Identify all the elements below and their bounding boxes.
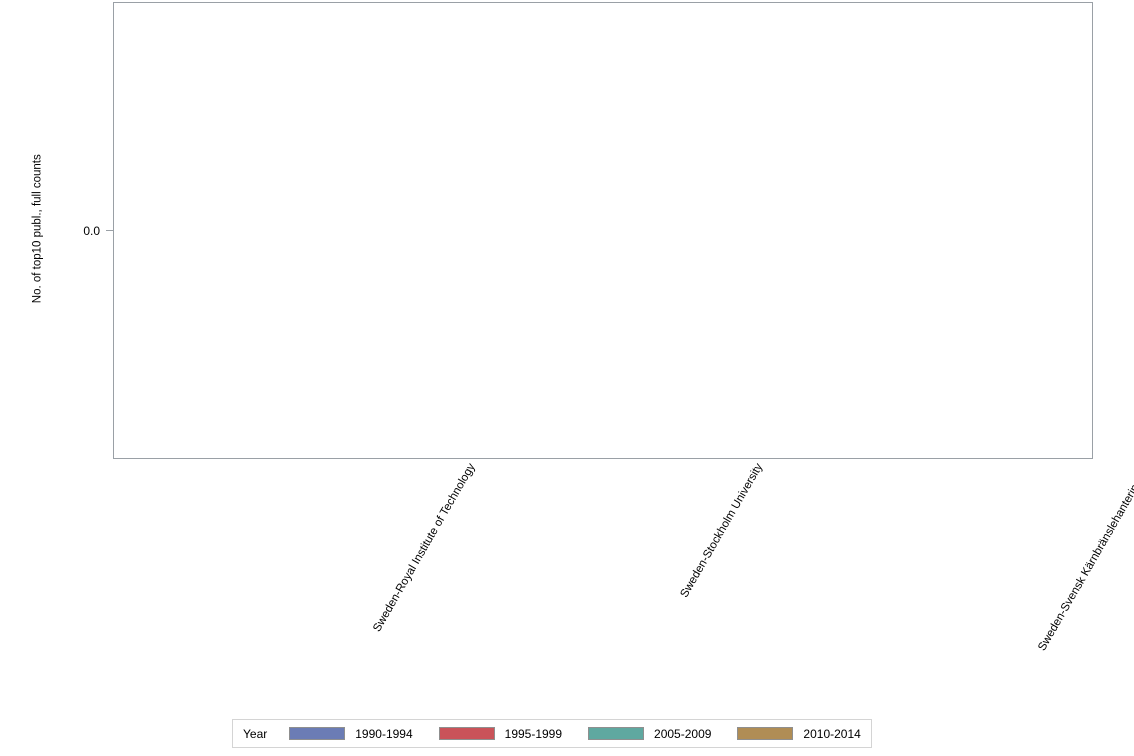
legend-entry-label: 1990-1994 (355, 726, 413, 741)
chart-legend: Year 1990-1994 1995-1999 2005-2009 2010-201… (232, 719, 872, 748)
bar-group (114, 3, 441, 458)
legend-entry-label: 2005-2009 (654, 726, 712, 741)
legend-color-swatch (588, 727, 645, 740)
plot-area (113, 2, 1093, 459)
plot-inner (114, 3, 1092, 458)
legend-title: Year (243, 726, 268, 741)
y-axis-tick-mark (106, 229, 113, 231)
x-axis-tick-label: Sweden-Stockholm University (678, 461, 766, 600)
bar-group (767, 3, 1092, 458)
legend-entry[interactable]: 2010-2014 (737, 726, 861, 741)
legend-entry[interactable]: 1995-1999 (438, 726, 563, 741)
y-axis-tick-label: 0.0 (83, 223, 100, 238)
legend-entry-label: 1995-1999 (504, 726, 563, 741)
legend-entry[interactable]: 1990-1994 (289, 726, 413, 741)
legend-entry[interactable]: 2005-2009 (588, 727, 711, 741)
legend-color-swatch (438, 727, 495, 740)
legend-color-swatch (289, 727, 346, 740)
x-axis-tick-label: Sweden-Svensk Kärnbränslehantering AB (1035, 462, 1134, 653)
legend-color-swatch (737, 727, 794, 740)
y-axis-tick: 0.0 (0, 224, 113, 238)
bar-group (441, 3, 768, 458)
x-axis-tick-label: Sweden-Royal Institute of Technology (371, 461, 479, 634)
legend-entry-label: 2010-2014 (803, 726, 861, 741)
legend-entries: 1990-1994 1995-1999 2005-2009 2010-2014 (289, 727, 861, 741)
